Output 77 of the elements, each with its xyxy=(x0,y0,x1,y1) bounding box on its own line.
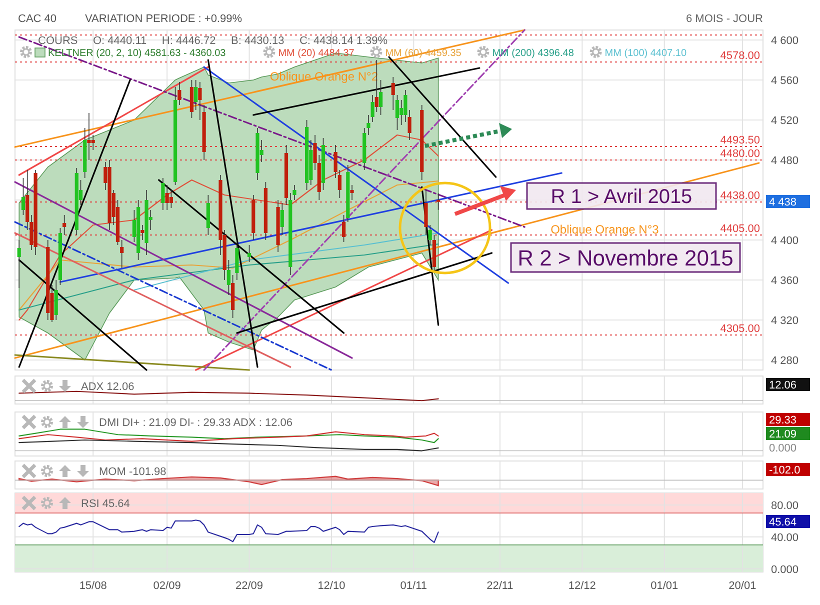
candlestick xyxy=(350,184,354,200)
chart-title: DMI DI+ : 21.09 DI- : 29.33 ADX : 12.06 xyxy=(99,417,293,429)
candlestick xyxy=(140,224,144,240)
x-tick-label: 01/01 xyxy=(650,580,678,592)
candlestick xyxy=(378,80,383,116)
candlestick xyxy=(161,178,165,210)
y-tick-label: 0.000 xyxy=(771,564,799,576)
text: 21.09 xyxy=(769,428,797,440)
candlestick xyxy=(404,90,408,122)
candlestick xyxy=(391,76,395,110)
annotation: R 1 > Avril 2015 xyxy=(550,186,692,208)
x-tick-label: 12/12 xyxy=(568,580,596,592)
y-tick-label: 4 280 xyxy=(771,355,799,367)
candlestick xyxy=(169,190,173,208)
text: 12.06 xyxy=(769,380,797,392)
series-label: Oblique Orange N°3 xyxy=(550,222,660,237)
ref-line-label: 4493.50 xyxy=(720,134,760,146)
candlestick xyxy=(17,240,21,288)
chart-title: RSI 45.64 xyxy=(81,498,130,510)
text: 6 MOIS - JOUR xyxy=(686,13,764,25)
ref-line-label: 4480.00 xyxy=(720,148,760,160)
annotation: R 2 > Novembre 2015 xyxy=(518,245,734,270)
ref-line-label: 4578.00 xyxy=(720,50,760,62)
x-tick-label: 20/01 xyxy=(728,580,756,592)
x-tick-label: 22/09 xyxy=(236,580,264,592)
x-tick-label: 02/09 xyxy=(153,580,181,592)
y-tick-label: 4 480 xyxy=(771,155,799,167)
candlestick xyxy=(198,82,202,120)
y-tick-label: 4 560 xyxy=(771,75,799,87)
x-tick-label: 15/08 xyxy=(79,580,107,592)
x-tick-label: 12/10 xyxy=(318,580,346,592)
y-tick-label: 40.00 xyxy=(771,532,799,544)
y-tick-label: 80.00 xyxy=(771,500,799,512)
y-tick-label: 4 360 xyxy=(771,275,799,287)
candlestick xyxy=(87,112,91,160)
y-tick-label: 4 520 xyxy=(771,115,799,127)
candlestick xyxy=(62,214,66,236)
chart-title: ADX 12.06 xyxy=(81,381,134,393)
candlestick xyxy=(178,82,182,106)
ref-line-label: 4305.00 xyxy=(720,323,760,335)
text: MM (100) 4407.10 xyxy=(604,48,687,59)
line-series xyxy=(18,243,439,311)
line-series xyxy=(134,232,439,291)
candlestick xyxy=(395,94,400,130)
candlestick xyxy=(428,224,432,246)
ref-line-label: 4438.00 xyxy=(720,190,760,202)
x-tick-label: 22/11 xyxy=(486,580,514,592)
text: 4 438 xyxy=(769,196,797,208)
candlestick xyxy=(165,184,169,210)
text: 45.64 xyxy=(769,516,797,528)
candlestick xyxy=(21,178,26,216)
y-tick-label: 4 600 xyxy=(771,35,799,47)
line-series xyxy=(18,134,439,321)
line-series xyxy=(18,520,439,544)
candlestick xyxy=(247,244,252,262)
candlestick xyxy=(334,144,338,178)
line-series xyxy=(18,180,439,311)
candlestick xyxy=(366,114,370,136)
candlestick xyxy=(226,260,231,296)
x-tick-label: 01/11 xyxy=(400,580,428,592)
candlestick xyxy=(194,80,198,110)
y-tick-label: 4 400 xyxy=(771,235,799,247)
candlestick xyxy=(280,202,284,236)
chart-title: CAC 40 xyxy=(18,13,57,25)
candlestick xyxy=(120,240,124,268)
candlestick xyxy=(370,94,374,122)
text: 29.33 xyxy=(769,414,797,426)
candlestick xyxy=(342,214,346,242)
annotation: COURS O: 4440.11 H: 4446.72 B: 4430.13 C: 4438.14 1.39% xyxy=(38,35,388,47)
candlestick xyxy=(91,134,95,150)
y-tick-label: 4 320 xyxy=(771,315,799,327)
text: -102.0 xyxy=(769,464,800,476)
chart-subtitle: VARIATION PERIODE : +0.99% xyxy=(85,13,242,25)
ref-line-label: 4405.00 xyxy=(720,223,760,235)
candlestick xyxy=(338,170,342,198)
chart-title: MOM -101.98 xyxy=(99,466,166,478)
candlestick xyxy=(436,192,440,210)
